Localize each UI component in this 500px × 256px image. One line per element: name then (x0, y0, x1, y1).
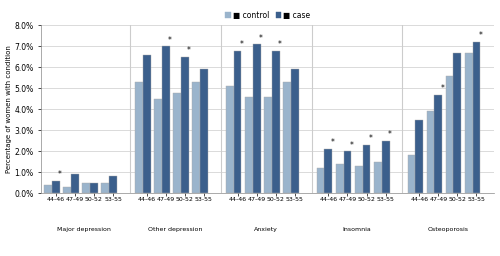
Bar (173, 92, 181, 193)
Text: *: * (388, 130, 392, 139)
Bar (362, 145, 370, 193)
Text: *: * (58, 170, 61, 179)
Bar (52, 181, 60, 193)
Bar (283, 82, 291, 193)
Bar (416, 120, 423, 193)
Bar (71, 174, 79, 193)
Legend: ■ control, ■ case: ■ control, ■ case (224, 9, 312, 21)
Bar (90, 183, 98, 193)
Text: *: * (330, 138, 334, 147)
Text: Anxiety: Anxiety (254, 227, 278, 232)
Bar (192, 82, 200, 193)
Text: *: * (440, 84, 444, 93)
Text: Osteoporosis: Osteoporosis (428, 227, 469, 232)
Bar (408, 155, 416, 193)
Bar (374, 162, 382, 193)
Bar (154, 99, 162, 193)
Text: *: * (368, 134, 372, 143)
Bar (245, 97, 252, 193)
Bar (142, 55, 150, 193)
Bar (44, 185, 52, 193)
Bar (446, 76, 454, 193)
Text: *: * (258, 34, 262, 42)
Bar (464, 53, 472, 193)
Bar (426, 111, 434, 193)
Text: *: * (350, 141, 354, 150)
Bar (82, 183, 90, 193)
Bar (382, 141, 390, 193)
Bar (336, 164, 344, 193)
Bar (135, 82, 142, 193)
Bar (234, 51, 241, 193)
Bar (200, 69, 208, 193)
Bar (252, 44, 260, 193)
Bar (291, 69, 298, 193)
Text: Major depression: Major depression (58, 227, 112, 232)
Bar (162, 46, 170, 193)
Text: *: * (478, 31, 482, 40)
Text: *: * (168, 36, 172, 45)
Text: *: * (240, 40, 244, 49)
Bar (434, 95, 442, 193)
Bar (264, 97, 272, 193)
Text: *: * (187, 46, 190, 55)
Bar (272, 51, 280, 193)
Bar (109, 176, 117, 193)
Bar (316, 168, 324, 193)
Bar (344, 151, 351, 193)
Bar (324, 149, 332, 193)
Y-axis label: Percentage of women with condition: Percentage of women with condition (6, 45, 12, 173)
Bar (63, 187, 71, 193)
Bar (181, 57, 188, 193)
Text: *: * (278, 40, 281, 49)
Bar (454, 53, 462, 193)
Bar (101, 183, 109, 193)
Bar (355, 166, 362, 193)
Text: Insomnia: Insomnia (342, 227, 372, 232)
Bar (472, 42, 480, 193)
Text: Other depression: Other depression (148, 227, 203, 232)
Bar (226, 86, 234, 193)
